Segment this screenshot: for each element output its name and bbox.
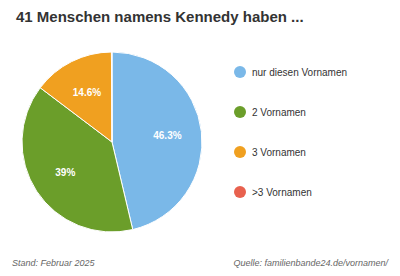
- legend-swatch: [234, 186, 246, 198]
- legend: nur diesen Vornamen 2 Vornamen 3 Vornamen >…: [234, 66, 347, 198]
- pie-slice: [40, 52, 112, 142]
- legend-label: nur diesen Vornamen: [252, 67, 347, 78]
- title: 41 Menschen namens Kennedy haben ...: [16, 8, 304, 25]
- annotation: Stand: Februar 2025: [12, 258, 96, 268]
- legend-swatch: [234, 66, 246, 78]
- legend-label: 3 Vornamen: [252, 147, 306, 158]
- chart: 41 Menschen namens Kennedy haben ... 46.3…: [0, 0, 400, 276]
- legend-item: 2 Vornamen: [234, 106, 306, 118]
- annotation: Quelle: familienbande24.de/vornamen/: [233, 258, 389, 268]
- legend-swatch: [234, 106, 246, 118]
- data-label: 39%: [55, 167, 75, 178]
- legend-item: >3 Vornamen: [234, 186, 312, 198]
- legend-label: >3 Vornamen: [252, 187, 312, 198]
- data-label: 46.3%: [153, 130, 181, 141]
- data-label: 14.6%: [73, 87, 101, 98]
- pie-slice: [111, 52, 113, 142]
- pie: [22, 52, 202, 232]
- legend-item: nur diesen Vornamen: [234, 66, 347, 78]
- legend-label: 2 Vornamen: [252, 107, 306, 118]
- legend-item: 3 Vornamen: [234, 146, 306, 158]
- legend-swatch: [234, 146, 246, 158]
- data-labels: 46.3% 39% 14.6%: [55, 87, 181, 178]
